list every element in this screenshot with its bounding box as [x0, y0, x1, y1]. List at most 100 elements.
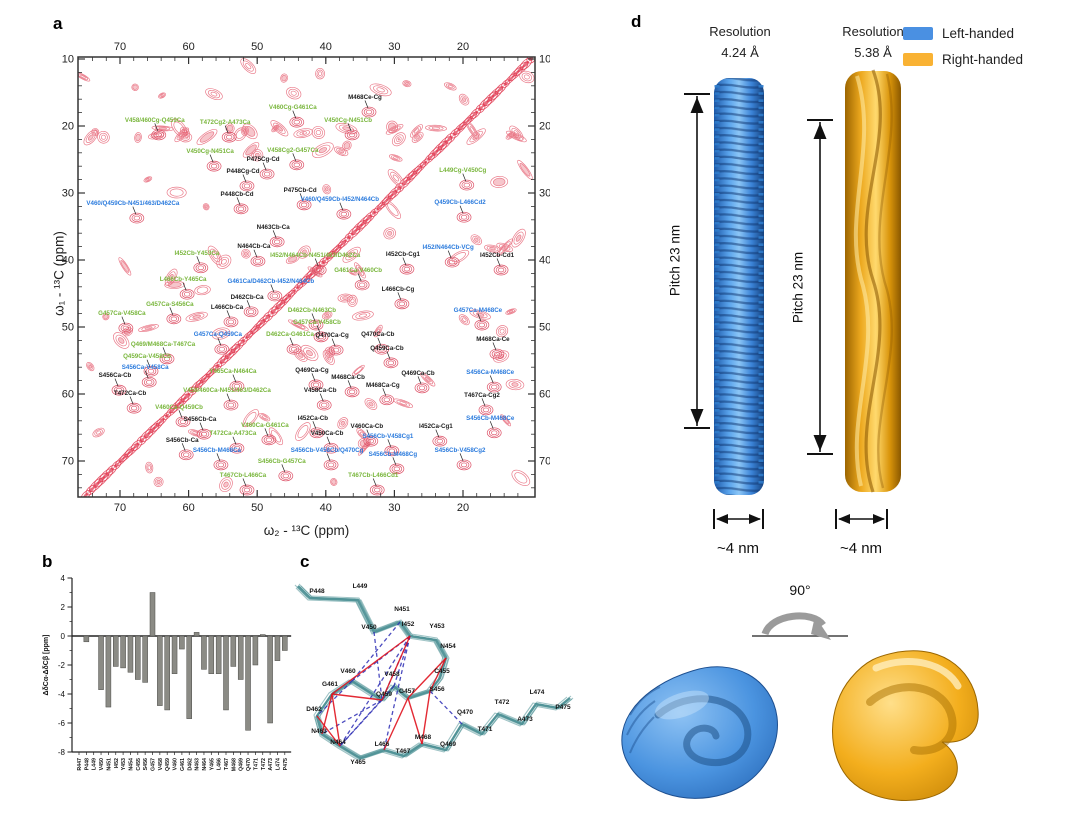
contact-line-blue	[373, 631, 383, 701]
panel-a-label: a	[53, 14, 63, 33]
bar-category-label: I452	[114, 758, 120, 768]
residue-label: N454	[440, 643, 456, 650]
bar	[120, 635, 126, 669]
svg-text:-8: -8	[58, 748, 66, 757]
bar	[105, 635, 112, 708]
svg-text:30: 30	[62, 188, 74, 200]
resolution-value-right: 5.38 Å	[854, 44, 892, 60]
peak-label: G457Ca-V458Ca	[98, 310, 146, 317]
bar-category-label: N454	[128, 758, 134, 771]
legend-label-left-handed: Left-handed	[942, 26, 1015, 41]
structure-bundle-plot: P448 L449 V450 N451 I452 Y453 N454 C455 S456 G457…	[294, 583, 574, 766]
peak-label: V458Ca-Cb	[304, 387, 337, 394]
peak-label: S456Cb-V458Cg2	[435, 447, 486, 454]
fibril-graphics	[621, 69, 979, 801]
bar	[223, 635, 229, 711]
left-handed-fibril-map	[714, 78, 764, 495]
residue-label: Y453	[429, 623, 445, 630]
contact-line-red	[421, 690, 431, 745]
bar	[267, 635, 273, 724]
peak-label: S456Ca-V458Ca	[122, 364, 169, 371]
svg-text:20: 20	[62, 121, 74, 133]
peak-label: P475Cb-Cd	[284, 187, 317, 194]
svg-text:2: 2	[61, 603, 66, 612]
peak-label: T467Cb-L466Ca	[220, 472, 267, 479]
svg-text:30: 30	[539, 188, 550, 200]
bar	[83, 635, 90, 643]
right-handed-fibril-map	[845, 69, 901, 493]
bar	[113, 635, 119, 667]
bar	[274, 635, 281, 661]
svg-text:40: 40	[320, 41, 332, 53]
bar-category-label: N463	[195, 758, 201, 771]
svg-text:4: 4	[61, 574, 66, 583]
svg-text:60: 60	[182, 502, 194, 514]
left-handed-swatch	[903, 27, 933, 40]
contact-line-red	[407, 657, 447, 699]
bar-category-label: T472	[261, 758, 267, 770]
peak-label: G457Ca-Q459Ca	[194, 331, 243, 338]
left-handed-cross-section	[621, 666, 778, 799]
residue-label: L466	[375, 741, 390, 748]
peak-label: L466Cb-Ca	[211, 304, 244, 311]
svg-text:20: 20	[457, 502, 469, 514]
peak-label: T472Cg2-A473Ca	[200, 119, 251, 126]
bar-category-label: R447	[77, 758, 83, 771]
residue-label: N463	[311, 728, 327, 735]
peak-label: M468Ce-Cg	[348, 94, 382, 101]
residue-label: P448	[309, 588, 325, 595]
bar-category-label: L466	[217, 758, 223, 770]
svg-text:0: 0	[61, 632, 66, 641]
resolution-value-left: 4.24 Å	[721, 44, 759, 60]
residue-label: C455	[434, 668, 450, 675]
bar	[260, 634, 266, 637]
contact-line-blue	[316, 680, 353, 717]
bar	[252, 635, 259, 666]
bar	[98, 635, 104, 690]
peak-label: I452Cb-Cg1	[386, 251, 421, 258]
svg-text:60: 60	[539, 389, 550, 401]
bar	[157, 635, 163, 706]
peak-label: V460Ca-G461Ca	[241, 422, 289, 429]
bar	[135, 635, 141, 680]
peak-label: S456Cb-Ca	[166, 437, 199, 444]
peak-label: Q469Ca-Cb	[401, 370, 435, 377]
peak-label: G457Ca-S456Ca	[146, 301, 194, 308]
bar-category-label: V458	[158, 758, 164, 770]
contact-line-blue	[383, 635, 411, 751]
chemical-shift-bar-plot: R447 P448 L449 V450 N451 I452 Y453 N454 C455 S456…	[43, 574, 292, 771]
residue-label: G461	[322, 681, 338, 688]
legend-row-left-handed: Left-handed	[903, 26, 1023, 41]
residue-label: G457	[399, 688, 415, 695]
svg-text:10: 10	[62, 54, 74, 66]
peak-label: I452/N464Cb-VCg	[423, 244, 474, 251]
bar-category-label: V450	[99, 758, 105, 770]
bar	[237, 635, 244, 680]
bar	[215, 635, 222, 674]
peak-label: Q459Ca-Cb	[370, 345, 404, 352]
peak-label: M468Ca-Ce	[476, 336, 510, 343]
bar-y-axis-label: ΔδCα-ΔδCβ [ppm]	[43, 635, 50, 696]
peak-label: N463Cb-Ca	[257, 224, 291, 231]
panel-a-x-axis-label: ω₂ - ¹³C (ppm)	[263, 523, 350, 538]
peak-label: P448Cb-Cd	[221, 191, 254, 198]
peak-label: G461Ca-V460Cb	[334, 267, 382, 274]
panel-a-y-axis-label: ω₁ - ¹³C (ppm)	[51, 231, 67, 316]
peak-label: T467Cb-L466Cd1	[348, 472, 399, 479]
svg-text:60: 60	[182, 41, 194, 53]
svg-text:70: 70	[539, 456, 550, 468]
residue-label: S456	[429, 686, 445, 693]
panel-b-label: b	[42, 552, 53, 571]
residue-label: V460	[340, 668, 356, 675]
peak-label: G457Ca-V458Cb	[293, 319, 341, 326]
contact-line-blue	[339, 635, 411, 747]
bar-category-label: Y465	[209, 758, 215, 770]
svg-text:70: 70	[114, 41, 126, 53]
svg-text:40: 40	[539, 255, 550, 267]
legend-row-right-handed: Right-handed	[903, 52, 1023, 67]
svg-text:60: 60	[62, 389, 74, 401]
bar-category-label: S456	[143, 758, 149, 770]
peak-label: S456Ca-Cb	[99, 372, 132, 379]
peak-label: D462Ca-G461Ca	[266, 331, 314, 338]
bar-category-label: L449	[92, 758, 98, 770]
